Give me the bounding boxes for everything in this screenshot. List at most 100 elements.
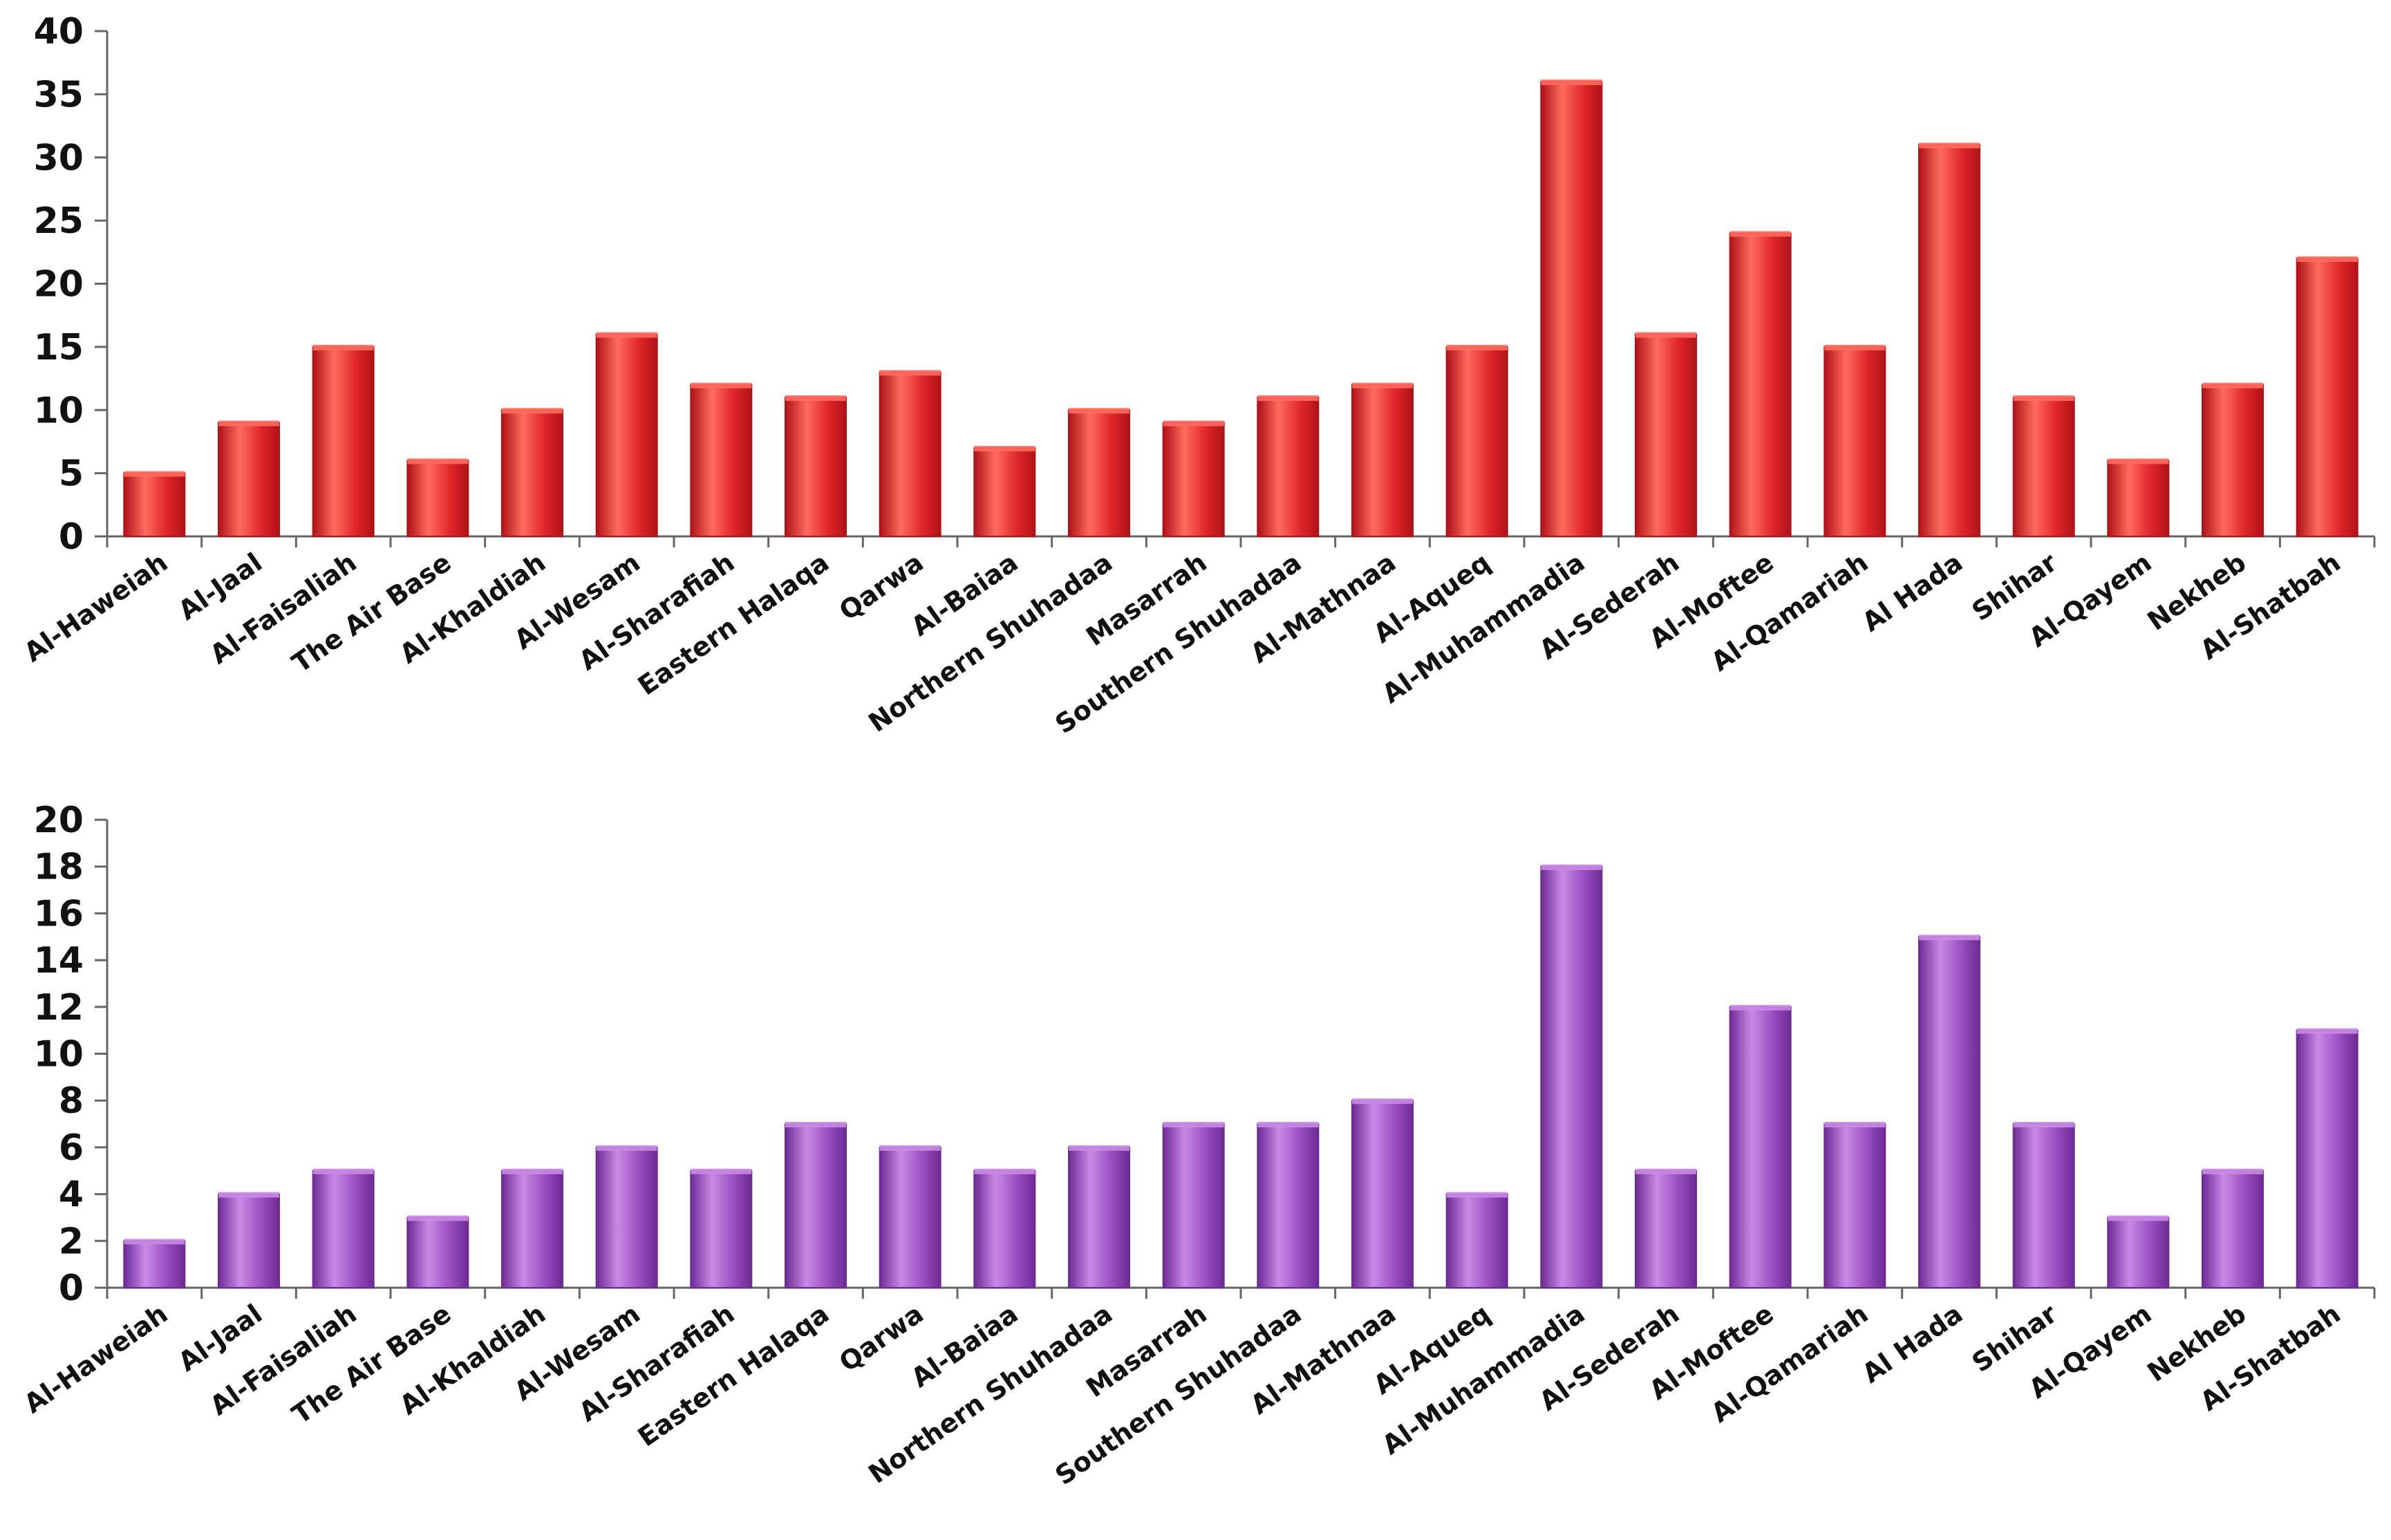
bar-top-highlight xyxy=(502,1168,563,1174)
bar xyxy=(2296,257,2359,537)
bar xyxy=(973,1170,1036,1288)
bar-top-highlight xyxy=(218,420,279,426)
bar-top-highlight xyxy=(1541,79,1602,86)
bar-top-highlight xyxy=(596,332,657,338)
bar xyxy=(785,1123,847,1289)
bar-top-highlight xyxy=(1729,231,1791,237)
bar-top-highlight xyxy=(218,1192,279,1198)
bar xyxy=(1351,384,1414,538)
bar-top-highlight xyxy=(879,1145,941,1151)
y-tick-label: 40 xyxy=(34,11,84,53)
bar-top-highlight xyxy=(2108,1215,2169,1221)
bar xyxy=(2012,396,2075,537)
bar-top-highlight xyxy=(2013,395,2074,401)
x-category-label: The Air Base xyxy=(287,547,457,679)
bar xyxy=(1540,81,1603,538)
bar xyxy=(879,1146,941,1289)
bar xyxy=(1729,1006,1792,1289)
bar xyxy=(1823,1123,1886,1289)
y-tick-label: 20 xyxy=(34,264,84,306)
x-category-label: Al-Qamariah xyxy=(1705,1298,1873,1429)
bar-top-highlight xyxy=(502,408,563,414)
bar-top-highlight xyxy=(1919,142,1980,149)
bar-top-highlight xyxy=(1729,1004,1791,1011)
y-tick-label: 16 xyxy=(34,893,84,935)
bar xyxy=(123,472,186,537)
bar xyxy=(501,1170,563,1288)
bar-top-highlight xyxy=(974,446,1035,452)
y-tick-label: 0 xyxy=(59,516,84,558)
bar xyxy=(1068,409,1130,537)
y-tick-label: 30 xyxy=(34,138,84,179)
y-tick-label: 8 xyxy=(59,1080,84,1122)
bar xyxy=(1635,333,1697,537)
bar-top-highlight xyxy=(407,1215,469,1221)
bar xyxy=(1918,936,1980,1288)
bar xyxy=(595,333,658,537)
bar xyxy=(1162,1123,1225,1289)
bar xyxy=(123,1240,186,1289)
bar-top-highlight xyxy=(124,1239,185,1245)
bar-top-highlight xyxy=(1069,408,1129,414)
y-tick-label: 35 xyxy=(34,74,84,115)
bar-top-highlight xyxy=(691,1168,752,1174)
bar xyxy=(1823,346,1886,537)
bar-top-highlight xyxy=(1257,1122,1319,1128)
bar-top-highlight xyxy=(124,471,185,477)
bar xyxy=(1445,346,1508,537)
x-category-label: Al-Haweiah xyxy=(19,1298,174,1419)
bar-top-highlight xyxy=(2108,458,2169,464)
y-tick-label: 25 xyxy=(34,200,84,242)
bar-top-highlight xyxy=(312,344,374,350)
bar xyxy=(1162,422,1225,538)
bar-top-highlight xyxy=(785,395,846,401)
bar-top-highlight xyxy=(879,370,941,376)
y-tick-label: 14 xyxy=(34,940,84,982)
bar-top-highlight xyxy=(2202,382,2263,388)
bar-top-highlight xyxy=(1824,344,1886,350)
bar xyxy=(218,422,280,538)
bar xyxy=(312,346,375,537)
y-tick-label: 4 xyxy=(59,1174,84,1216)
bar xyxy=(312,1170,375,1288)
bar xyxy=(1918,144,1980,538)
bar xyxy=(1729,232,1792,537)
bar-top-highlight xyxy=(1352,382,1413,388)
bar xyxy=(501,409,563,537)
y-tick-label: 2 xyxy=(59,1221,84,1262)
y-tick-label: 5 xyxy=(59,453,84,495)
bar-top-highlight xyxy=(1541,864,1602,870)
bar-top-highlight xyxy=(1446,344,1508,350)
bar xyxy=(1257,1123,1320,1289)
y-tick-label: 6 xyxy=(59,1127,84,1169)
bar xyxy=(1445,1193,1508,1288)
bar xyxy=(1068,1146,1130,1289)
bar-top-highlight xyxy=(2296,1028,2358,1034)
bar xyxy=(406,1217,469,1288)
bar-top-highlight xyxy=(1163,1122,1224,1128)
x-category-label: Al Hada xyxy=(1857,1298,1968,1389)
bar xyxy=(2012,1123,2075,1289)
bar-top-highlight xyxy=(1257,395,1319,401)
bar-top-highlight xyxy=(312,1168,374,1174)
bar xyxy=(2202,384,2264,538)
bar xyxy=(785,396,847,537)
bar-top-highlight xyxy=(2013,1122,2074,1128)
bar xyxy=(690,384,753,538)
bar xyxy=(973,447,1036,538)
bar-top-highlight xyxy=(407,458,469,464)
bar xyxy=(2107,460,2170,537)
x-category-label: Al Hada xyxy=(1857,547,1968,637)
bar xyxy=(1351,1100,1414,1288)
bar-top-highlight xyxy=(691,382,752,388)
bar-top-highlight xyxy=(596,1145,657,1151)
x-category-label: Al-Sharafiah xyxy=(573,1298,740,1427)
bar xyxy=(406,460,469,537)
bar xyxy=(2296,1029,2359,1289)
bar xyxy=(2107,1217,2170,1288)
bar-top-highlight xyxy=(974,1168,1035,1174)
bar-top-highlight xyxy=(2202,1168,2263,1174)
